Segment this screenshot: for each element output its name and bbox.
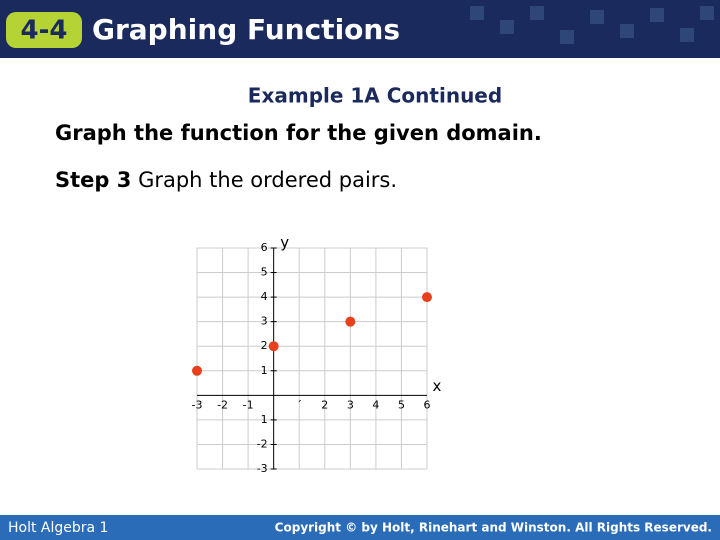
x-tick-label: 6	[424, 398, 431, 411]
header-bar	[0, 0, 720, 58]
step-label: Step 3	[55, 168, 131, 192]
header-title: Graphing Functions	[92, 13, 400, 46]
x-tick-label: 3	[347, 398, 354, 411]
step: Step 3 Graph the ordered pairs.	[55, 168, 397, 192]
y-tick-label: -2	[257, 437, 268, 450]
y-tick-label: 1	[261, 413, 268, 426]
footer-left: Holt Algebra 1	[8, 520, 108, 536]
x-axis-label: x	[433, 377, 442, 395]
x-tick-label: -2	[217, 398, 228, 411]
header-pattern	[470, 6, 714, 44]
point	[268, 341, 279, 352]
x-tick-label: 4	[372, 398, 379, 411]
x-tick-label: 2	[321, 398, 328, 411]
point	[345, 316, 356, 327]
subtitle: Example 1A Continued	[248, 84, 502, 108]
y-tick-label: -3	[257, 462, 268, 475]
y-axis-label: y	[280, 234, 289, 252]
instruction: Graph the function for the given domain.	[55, 121, 542, 145]
x-tick-label: 5	[398, 398, 405, 411]
footer-bar	[0, 515, 720, 540]
x-tick-label: -1	[243, 398, 254, 411]
point	[192, 365, 202, 376]
x-tick-label: -3	[192, 398, 203, 411]
badge-text: 4-4	[21, 16, 68, 46]
y-tick-label: 3	[261, 315, 268, 328]
y-tick-label: 1	[261, 364, 268, 377]
footer-right: Copyright © by Holt, Rinehart and Winsto…	[275, 521, 712, 535]
y-tick-label: 4	[261, 290, 268, 303]
y-tick-label: 6	[261, 241, 268, 254]
x-tick-label: ´	[296, 398, 302, 411]
plot-frame	[196, 247, 428, 470]
y-tick-label: 5	[261, 266, 268, 279]
point	[422, 292, 432, 303]
step-text: Graph the ordered pairs.	[138, 168, 397, 192]
badge	[6, 12, 82, 48]
y-tick-label: 2	[261, 339, 268, 352]
